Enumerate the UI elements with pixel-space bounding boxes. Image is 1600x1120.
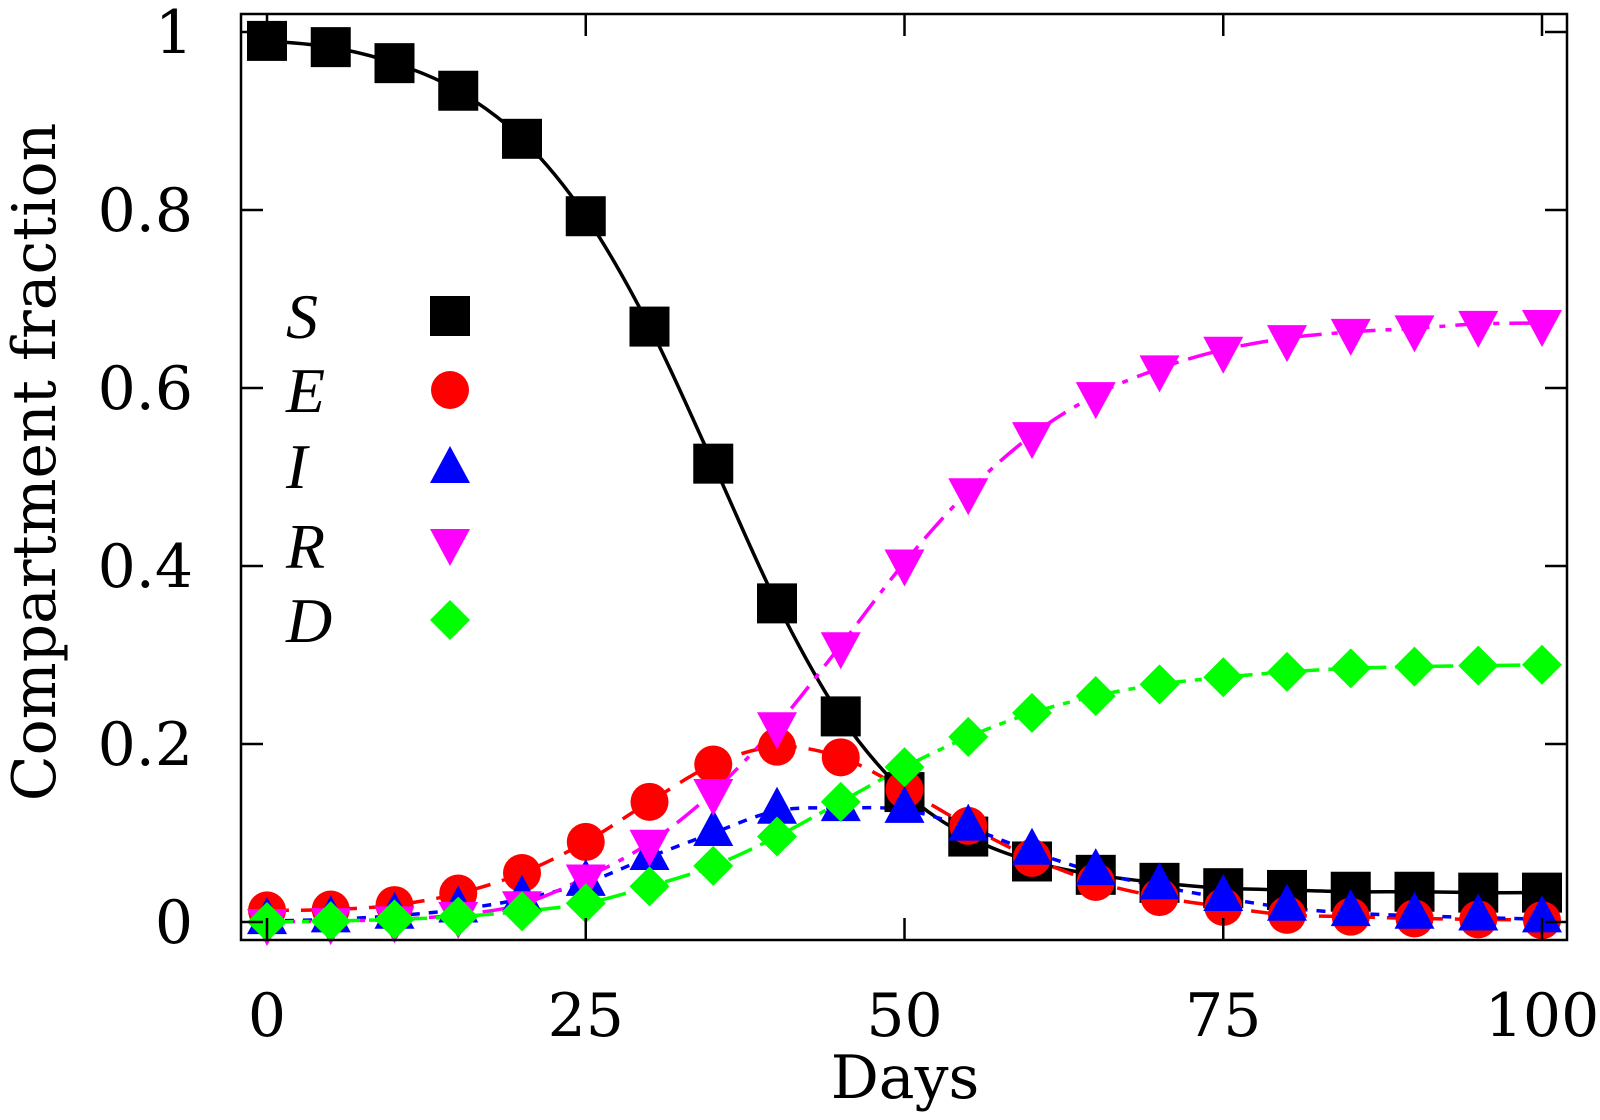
series-markers [247, 20, 1562, 946]
data-point-D [1139, 664, 1180, 705]
data-point-S [310, 27, 351, 68]
data-point-R [693, 779, 734, 817]
data-point-R [629, 829, 670, 867]
series-line-D [266, 663, 1543, 924]
y-tick-label: 0.4 [98, 532, 193, 602]
legend-item-I: I [285, 431, 470, 502]
data-point-D [820, 781, 861, 822]
x-tick-label: 75 [1185, 981, 1261, 1051]
data-point-S [565, 196, 606, 237]
data-point-D [1522, 644, 1562, 685]
data-point-S [820, 696, 861, 737]
data-point-E [566, 822, 605, 861]
data-point-I [1139, 862, 1180, 900]
data-point-I [1203, 873, 1244, 911]
tick-labels: 0 25 50 75 100 0 0.2 0.4 0.6 0.8 1 [98, 0, 1600, 1051]
data-point-I [1012, 827, 1052, 865]
data-point-D [1203, 657, 1244, 698]
data-point-S [502, 118, 542, 159]
data-point-S [629, 306, 670, 347]
data-point-S [757, 583, 797, 624]
data-point-I [1267, 883, 1307, 921]
x-tick-label: 100 [1485, 981, 1600, 1051]
y-tick-label: 0.8 [98, 176, 193, 246]
legend-marker-I [430, 446, 470, 483]
axis-ticks [241, 14, 1567, 940]
legend-item-D: D [285, 585, 470, 656]
data-point-R [948, 478, 989, 516]
data-point-R [1330, 318, 1371, 356]
data-point-R [820, 632, 861, 670]
data-point-D [629, 866, 670, 907]
legend-item-R: R [285, 511, 470, 582]
legend-item-S: S [286, 281, 470, 352]
data-point-R [1522, 310, 1562, 348]
data-point-I [948, 803, 989, 841]
data-point-R [1394, 315, 1435, 353]
data-point-D [693, 845, 734, 886]
data-point-I [1075, 848, 1116, 886]
data-point-D [310, 901, 351, 942]
legend-label: D [285, 585, 332, 656]
data-point-D [438, 896, 479, 937]
legend-label: I [285, 431, 310, 502]
data-point-D [1012, 692, 1052, 733]
data-point-R [757, 712, 797, 750]
data-point-D [884, 747, 925, 788]
legend-label: E [285, 355, 325, 426]
data-point-D [1075, 675, 1116, 716]
data-point-E [694, 745, 733, 784]
data-point-D [565, 883, 606, 924]
legend-marker-D [430, 600, 470, 640]
data-point-R [1075, 382, 1116, 420]
data-point-S [438, 70, 479, 111]
data-point-R [565, 864, 606, 902]
data-point-I [1394, 891, 1435, 929]
legend-marker-E [431, 371, 469, 409]
legend-marker-S [430, 296, 470, 336]
x-tick-label: 0 [248, 981, 286, 1051]
data-point-I [884, 785, 925, 823]
data-point-E [821, 738, 860, 777]
y-tick-label: 1 [155, 0, 193, 68]
data-point-D [757, 816, 797, 857]
data-point-R [1012, 422, 1052, 460]
legend-marker-R [430, 529, 470, 566]
data-point-I [1458, 893, 1499, 931]
y-axis-title: Compartment fraction [0, 123, 70, 801]
y-tick-label: 0 [155, 888, 193, 958]
legend-label: R [285, 511, 325, 582]
y-tick-label: 0.6 [98, 354, 193, 424]
data-point-R [1458, 310, 1499, 348]
data-point-D [502, 891, 542, 932]
data-point-E [503, 854, 541, 893]
data-point-I [1330, 889, 1371, 927]
data-point-D [1458, 645, 1499, 686]
data-point-I [693, 809, 734, 846]
data-point-D [1267, 651, 1307, 692]
legend-item-E: E [285, 355, 469, 426]
data-point-D [1330, 648, 1371, 689]
data-point-E [630, 782, 669, 821]
x-tick-label: 50 [866, 981, 942, 1051]
data-point-R [1139, 355, 1180, 393]
y-tick-label: 0.2 [98, 710, 193, 780]
legend-label: S [286, 281, 318, 352]
data-point-D [948, 716, 989, 757]
data-point-D [1394, 646, 1435, 687]
x-axis-title: Days [831, 1043, 980, 1113]
x-tick-label: 25 [548, 981, 624, 1051]
data-point-D [374, 899, 415, 940]
data-point-R [1267, 325, 1307, 363]
data-point-I [757, 786, 797, 824]
data-point-R [1203, 336, 1244, 374]
data-point-S [693, 443, 734, 484]
data-point-R [884, 549, 925, 587]
data-point-S [374, 43, 415, 84]
